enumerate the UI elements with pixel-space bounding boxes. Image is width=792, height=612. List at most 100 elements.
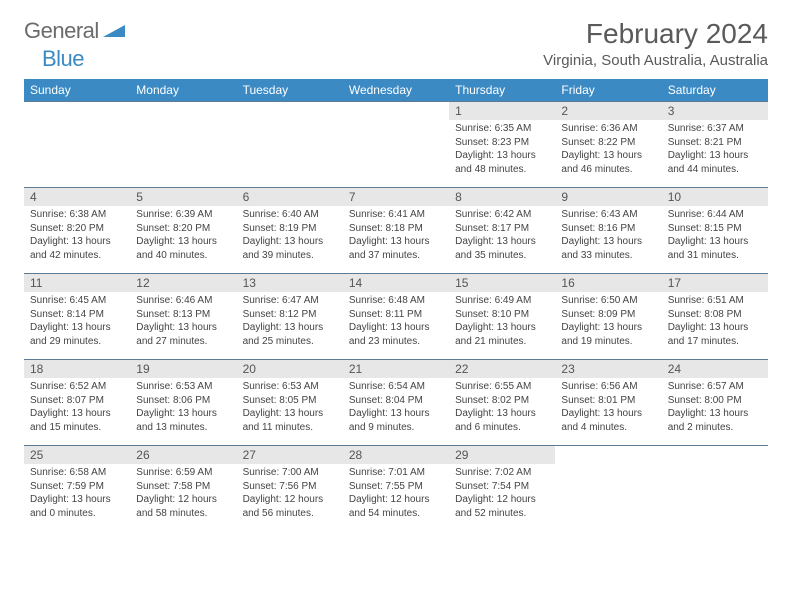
day-content: Sunrise: 6:45 AMSunset: 8:14 PMDaylight:…	[24, 292, 130, 352]
day-content: Sunrise: 6:52 AMSunset: 8:07 PMDaylight:…	[24, 378, 130, 438]
calendar-cell: 7Sunrise: 6:41 AMSunset: 8:18 PMDaylight…	[343, 188, 449, 274]
calendar-cell: 22Sunrise: 6:55 AMSunset: 8:02 PMDayligh…	[449, 360, 555, 446]
day-content: Sunrise: 6:36 AMSunset: 8:22 PMDaylight:…	[555, 120, 661, 180]
day-content: Sunrise: 6:58 AMSunset: 7:59 PMDaylight:…	[24, 464, 130, 524]
day-content: Sunrise: 6:43 AMSunset: 8:16 PMDaylight:…	[555, 206, 661, 266]
day-number: 27	[237, 446, 343, 464]
calendar-cell	[343, 102, 449, 188]
day-content: Sunrise: 6:53 AMSunset: 8:06 PMDaylight:…	[130, 378, 236, 438]
calendar-cell	[237, 102, 343, 188]
weekday-header: Saturday	[662, 79, 768, 102]
calendar-cell: 21Sunrise: 6:54 AMSunset: 8:04 PMDayligh…	[343, 360, 449, 446]
day-number: 12	[130, 274, 236, 292]
calendar-cell	[555, 446, 661, 532]
weekday-header: Wednesday	[343, 79, 449, 102]
calendar-cell: 23Sunrise: 6:56 AMSunset: 8:01 PMDayligh…	[555, 360, 661, 446]
calendar-cell: 29Sunrise: 7:02 AMSunset: 7:54 PMDayligh…	[449, 446, 555, 532]
day-content: Sunrise: 6:54 AMSunset: 8:04 PMDaylight:…	[343, 378, 449, 438]
calendar-cell	[662, 446, 768, 532]
day-content: Sunrise: 6:59 AMSunset: 7:58 PMDaylight:…	[130, 464, 236, 524]
day-content: Sunrise: 6:51 AMSunset: 8:08 PMDaylight:…	[662, 292, 768, 352]
day-content: Sunrise: 6:42 AMSunset: 8:17 PMDaylight:…	[449, 206, 555, 266]
calendar-cell: 12Sunrise: 6:46 AMSunset: 8:13 PMDayligh…	[130, 274, 236, 360]
weekday-header: Tuesday	[237, 79, 343, 102]
calendar-cell: 28Sunrise: 7:01 AMSunset: 7:55 PMDayligh…	[343, 446, 449, 532]
logo-text-a: General	[24, 18, 99, 44]
day-content: Sunrise: 6:53 AMSunset: 8:05 PMDaylight:…	[237, 378, 343, 438]
day-number: 25	[24, 446, 130, 464]
calendar-cell: 20Sunrise: 6:53 AMSunset: 8:05 PMDayligh…	[237, 360, 343, 446]
day-content: Sunrise: 6:55 AMSunset: 8:02 PMDaylight:…	[449, 378, 555, 438]
page-title: February 2024	[586, 18, 768, 50]
day-number: 26	[130, 446, 236, 464]
calendar-cell: 1Sunrise: 6:35 AMSunset: 8:23 PMDaylight…	[449, 102, 555, 188]
calendar-cell: 9Sunrise: 6:43 AMSunset: 8:16 PMDaylight…	[555, 188, 661, 274]
calendar-cell: 18Sunrise: 6:52 AMSunset: 8:07 PMDayligh…	[24, 360, 130, 446]
day-number: 10	[662, 188, 768, 206]
weekday-header: Thursday	[449, 79, 555, 102]
calendar-cell: 17Sunrise: 6:51 AMSunset: 8:08 PMDayligh…	[662, 274, 768, 360]
day-number: 8	[449, 188, 555, 206]
calendar-cell: 13Sunrise: 6:47 AMSunset: 8:12 PMDayligh…	[237, 274, 343, 360]
day-number: 18	[24, 360, 130, 378]
logo-text-b: Blue	[42, 46, 84, 72]
day-number: 2	[555, 102, 661, 120]
calendar-cell	[130, 102, 236, 188]
day-number: 6	[237, 188, 343, 206]
calendar-row: 1Sunrise: 6:35 AMSunset: 8:23 PMDaylight…	[24, 102, 768, 188]
calendar-row: 4Sunrise: 6:38 AMSunset: 8:20 PMDaylight…	[24, 188, 768, 274]
day-number: 29	[449, 446, 555, 464]
day-number: 16	[555, 274, 661, 292]
calendar-cell: 10Sunrise: 6:44 AMSunset: 8:15 PMDayligh…	[662, 188, 768, 274]
calendar-cell: 4Sunrise: 6:38 AMSunset: 8:20 PMDaylight…	[24, 188, 130, 274]
calendar-cell: 16Sunrise: 6:50 AMSunset: 8:09 PMDayligh…	[555, 274, 661, 360]
day-number: 17	[662, 274, 768, 292]
day-content: Sunrise: 6:46 AMSunset: 8:13 PMDaylight:…	[130, 292, 236, 352]
day-content: Sunrise: 6:41 AMSunset: 8:18 PMDaylight:…	[343, 206, 449, 266]
calendar-row: 11Sunrise: 6:45 AMSunset: 8:14 PMDayligh…	[24, 274, 768, 360]
calendar-cell: 6Sunrise: 6:40 AMSunset: 8:19 PMDaylight…	[237, 188, 343, 274]
weekday-header: Sunday	[24, 79, 130, 102]
day-content: Sunrise: 6:47 AMSunset: 8:12 PMDaylight:…	[237, 292, 343, 352]
day-number: 3	[662, 102, 768, 120]
day-number: 13	[237, 274, 343, 292]
day-content: Sunrise: 6:37 AMSunset: 8:21 PMDaylight:…	[662, 120, 768, 180]
calendar-cell: 24Sunrise: 6:57 AMSunset: 8:00 PMDayligh…	[662, 360, 768, 446]
calendar-cell: 5Sunrise: 6:39 AMSunset: 8:20 PMDaylight…	[130, 188, 236, 274]
calendar-cell: 11Sunrise: 6:45 AMSunset: 8:14 PMDayligh…	[24, 274, 130, 360]
weekday-header: Monday	[130, 79, 236, 102]
day-content: Sunrise: 6:40 AMSunset: 8:19 PMDaylight:…	[237, 206, 343, 266]
day-number: 9	[555, 188, 661, 206]
calendar-cell: 27Sunrise: 7:00 AMSunset: 7:56 PMDayligh…	[237, 446, 343, 532]
calendar-row: 18Sunrise: 6:52 AMSunset: 8:07 PMDayligh…	[24, 360, 768, 446]
day-content: Sunrise: 6:35 AMSunset: 8:23 PMDaylight:…	[449, 120, 555, 180]
day-content: Sunrise: 6:48 AMSunset: 8:11 PMDaylight:…	[343, 292, 449, 352]
weekday-header-row: Sunday Monday Tuesday Wednesday Thursday…	[24, 79, 768, 102]
calendar-row: 25Sunrise: 6:58 AMSunset: 7:59 PMDayligh…	[24, 446, 768, 532]
day-content: Sunrise: 6:38 AMSunset: 8:20 PMDaylight:…	[24, 206, 130, 266]
day-content: Sunrise: 6:39 AMSunset: 8:20 PMDaylight:…	[130, 206, 236, 266]
day-content: Sunrise: 6:56 AMSunset: 8:01 PMDaylight:…	[555, 378, 661, 438]
day-number: 14	[343, 274, 449, 292]
day-content: Sunrise: 7:01 AMSunset: 7:55 PMDaylight:…	[343, 464, 449, 524]
day-number: 15	[449, 274, 555, 292]
day-number: 19	[130, 360, 236, 378]
day-content: Sunrise: 6:50 AMSunset: 8:09 PMDaylight:…	[555, 292, 661, 352]
logo: General	[24, 18, 125, 44]
calendar-cell: 3Sunrise: 6:37 AMSunset: 8:21 PMDaylight…	[662, 102, 768, 188]
weekday-header: Friday	[555, 79, 661, 102]
calendar-cell: 14Sunrise: 6:48 AMSunset: 8:11 PMDayligh…	[343, 274, 449, 360]
day-number: 22	[449, 360, 555, 378]
day-number: 4	[24, 188, 130, 206]
day-content: Sunrise: 6:57 AMSunset: 8:00 PMDaylight:…	[662, 378, 768, 438]
calendar-table: Sunday Monday Tuesday Wednesday Thursday…	[24, 79, 768, 532]
calendar-cell: 15Sunrise: 6:49 AMSunset: 8:10 PMDayligh…	[449, 274, 555, 360]
calendar-cell: 26Sunrise: 6:59 AMSunset: 7:58 PMDayligh…	[130, 446, 236, 532]
page-subtitle: Virginia, South Australia, Australia	[543, 52, 768, 69]
day-content: Sunrise: 6:44 AMSunset: 8:15 PMDaylight:…	[662, 206, 768, 266]
logo-triangle-icon	[103, 21, 125, 42]
calendar-cell: 2Sunrise: 6:36 AMSunset: 8:22 PMDaylight…	[555, 102, 661, 188]
day-number: 28	[343, 446, 449, 464]
day-content: Sunrise: 7:00 AMSunset: 7:56 PMDaylight:…	[237, 464, 343, 524]
day-number: 20	[237, 360, 343, 378]
